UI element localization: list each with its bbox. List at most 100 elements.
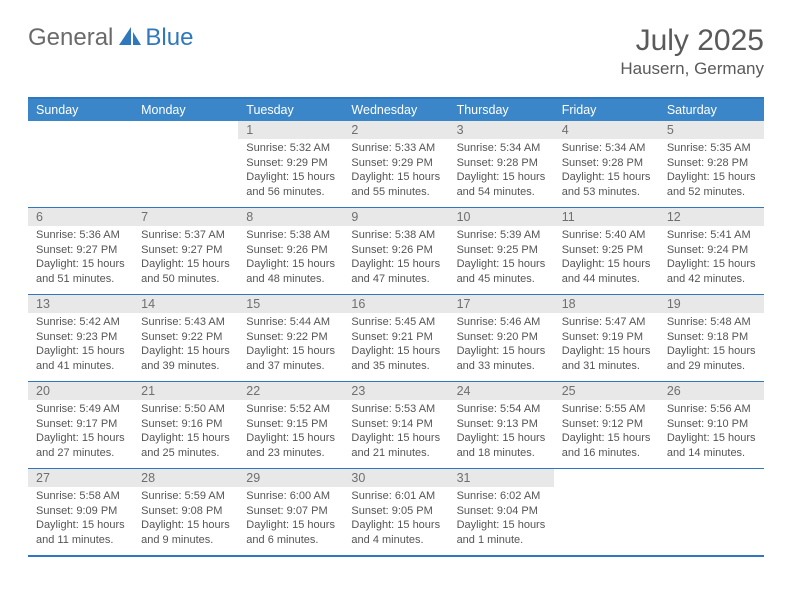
day-number: 30 [343,469,448,487]
day-info: Sunrise: 5:37 AMSunset: 9:27 PMDaylight:… [133,226,238,290]
daylight-line: Daylight: 15 hours and 52 minutes. [667,170,756,199]
brand-text-blue: Blue [145,24,193,52]
daylight-line: Daylight: 15 hours and 6 minutes. [246,518,335,547]
daylight-line: Daylight: 15 hours and 51 minutes. [36,257,125,286]
day-number: 4 [554,121,659,139]
sunset-line: Sunset: 9:22 PM [246,330,335,345]
day-info: Sunrise: 5:45 AMSunset: 9:21 PMDaylight:… [343,313,448,377]
sunset-line: Sunset: 9:24 PM [667,243,756,258]
week-row: 27Sunrise: 5:58 AMSunset: 9:09 PMDayligh… [28,469,764,557]
day-number: 21 [133,382,238,400]
dow-sunday: Sunday [28,99,133,121]
brand-logo: General Blue [28,24,193,52]
day-number: 6 [28,208,133,226]
day-cell: 30Sunrise: 6:01 AMSunset: 9:05 PMDayligh… [343,469,448,555]
week-row: 6Sunrise: 5:36 AMSunset: 9:27 PMDaylight… [28,208,764,295]
sunset-line: Sunset: 9:17 PM [36,417,125,432]
sunrise-line: Sunrise: 5:34 AM [457,141,546,156]
day-number: 22 [238,382,343,400]
day-cell: 5Sunrise: 5:35 AMSunset: 9:28 PMDaylight… [659,121,764,207]
sunrise-line: Sunrise: 5:46 AM [457,315,546,330]
daylight-line: Daylight: 15 hours and 4 minutes. [351,518,440,547]
day-cell: 23Sunrise: 5:53 AMSunset: 9:14 PMDayligh… [343,382,448,468]
brand-text-general: General [28,24,113,52]
daylight-line: Daylight: 15 hours and 18 minutes. [457,431,546,460]
day-info: Sunrise: 5:34 AMSunset: 9:28 PMDaylight:… [449,139,554,203]
week-row: 20Sunrise: 5:49 AMSunset: 9:17 PMDayligh… [28,382,764,469]
sunrise-line: Sunrise: 5:39 AM [457,228,546,243]
sunset-line: Sunset: 9:05 PM [351,504,440,519]
day-info: Sunrise: 5:43 AMSunset: 9:22 PMDaylight:… [133,313,238,377]
day-number: 5 [659,121,764,139]
sunset-line: Sunset: 9:19 PM [562,330,651,345]
sunset-line: Sunset: 9:18 PM [667,330,756,345]
day-number: 29 [238,469,343,487]
dow-thursday: Thursday [449,99,554,121]
sunrise-line: Sunrise: 5:58 AM [36,489,125,504]
sunrise-line: Sunrise: 5:56 AM [667,402,756,417]
day-number: 25 [554,382,659,400]
day-number: 9 [343,208,448,226]
day-info: Sunrise: 5:59 AMSunset: 9:08 PMDaylight:… [133,487,238,551]
day-cell: 12Sunrise: 5:41 AMSunset: 9:24 PMDayligh… [659,208,764,294]
daylight-line: Daylight: 15 hours and 47 minutes. [351,257,440,286]
daylight-line: Daylight: 15 hours and 54 minutes. [457,170,546,199]
daylight-line: Daylight: 15 hours and 16 minutes. [562,431,651,460]
sunrise-line: Sunrise: 5:35 AM [667,141,756,156]
dow-wednesday: Wednesday [343,99,448,121]
sunset-line: Sunset: 9:04 PM [457,504,546,519]
day-cell: 9Sunrise: 5:38 AMSunset: 9:26 PMDaylight… [343,208,448,294]
day-cell: 7Sunrise: 5:37 AMSunset: 9:27 PMDaylight… [133,208,238,294]
day-cell: 28Sunrise: 5:59 AMSunset: 9:08 PMDayligh… [133,469,238,555]
sunrise-line: Sunrise: 5:48 AM [667,315,756,330]
day-number: 7 [133,208,238,226]
sunset-line: Sunset: 9:29 PM [351,156,440,171]
day-number: 12 [659,208,764,226]
day-number: 27 [28,469,133,487]
header: General Blue July 2025 Hausern, Germany [28,24,764,79]
day-number: 11 [554,208,659,226]
day-number: 3 [449,121,554,139]
day-number: 19 [659,295,764,313]
day-number: 31 [449,469,554,487]
day-number: 2 [343,121,448,139]
daylight-line: Daylight: 15 hours and 9 minutes. [141,518,230,547]
day-number: 14 [133,295,238,313]
sunrise-line: Sunrise: 5:49 AM [36,402,125,417]
day-info: Sunrise: 6:00 AMSunset: 9:07 PMDaylight:… [238,487,343,551]
sunrise-line: Sunrise: 5:40 AM [562,228,651,243]
sunrise-line: Sunrise: 5:34 AM [562,141,651,156]
day-cell: 20Sunrise: 5:49 AMSunset: 9:17 PMDayligh… [28,382,133,468]
sunset-line: Sunset: 9:27 PM [36,243,125,258]
daylight-line: Daylight: 15 hours and 37 minutes. [246,344,335,373]
day-cell: 22Sunrise: 5:52 AMSunset: 9:15 PMDayligh… [238,382,343,468]
daylight-line: Daylight: 15 hours and 53 minutes. [562,170,651,199]
daylight-line: Daylight: 15 hours and 50 minutes. [141,257,230,286]
day-info: Sunrise: 5:48 AMSunset: 9:18 PMDaylight:… [659,313,764,377]
sunrise-line: Sunrise: 5:37 AM [141,228,230,243]
daylight-line: Daylight: 15 hours and 55 minutes. [351,170,440,199]
day-cell: 2Sunrise: 5:33 AMSunset: 9:29 PMDaylight… [343,121,448,207]
dow-friday: Friday [554,99,659,121]
day-cell: 17Sunrise: 5:46 AMSunset: 9:20 PMDayligh… [449,295,554,381]
daylight-line: Daylight: 15 hours and 44 minutes. [562,257,651,286]
empty-cell [28,121,133,207]
day-info: Sunrise: 5:38 AMSunset: 9:26 PMDaylight:… [343,226,448,290]
sunset-line: Sunset: 9:27 PM [141,243,230,258]
location-label: Hausern, Germany [620,59,764,79]
sunset-line: Sunset: 9:16 PM [141,417,230,432]
day-info: Sunrise: 5:49 AMSunset: 9:17 PMDaylight:… [28,400,133,464]
sunrise-line: Sunrise: 5:38 AM [351,228,440,243]
sunset-line: Sunset: 9:12 PM [562,417,651,432]
sunset-line: Sunset: 9:28 PM [457,156,546,171]
title-block: July 2025 Hausern, Germany [620,24,764,79]
daylight-line: Daylight: 15 hours and 33 minutes. [457,344,546,373]
day-info: Sunrise: 5:56 AMSunset: 9:10 PMDaylight:… [659,400,764,464]
day-cell: 10Sunrise: 5:39 AMSunset: 9:25 PMDayligh… [449,208,554,294]
sunset-line: Sunset: 9:14 PM [351,417,440,432]
day-cell: 31Sunrise: 6:02 AMSunset: 9:04 PMDayligh… [449,469,554,555]
daylight-line: Daylight: 15 hours and 48 minutes. [246,257,335,286]
day-cell: 29Sunrise: 6:00 AMSunset: 9:07 PMDayligh… [238,469,343,555]
day-number: 18 [554,295,659,313]
day-info: Sunrise: 5:33 AMSunset: 9:29 PMDaylight:… [343,139,448,203]
